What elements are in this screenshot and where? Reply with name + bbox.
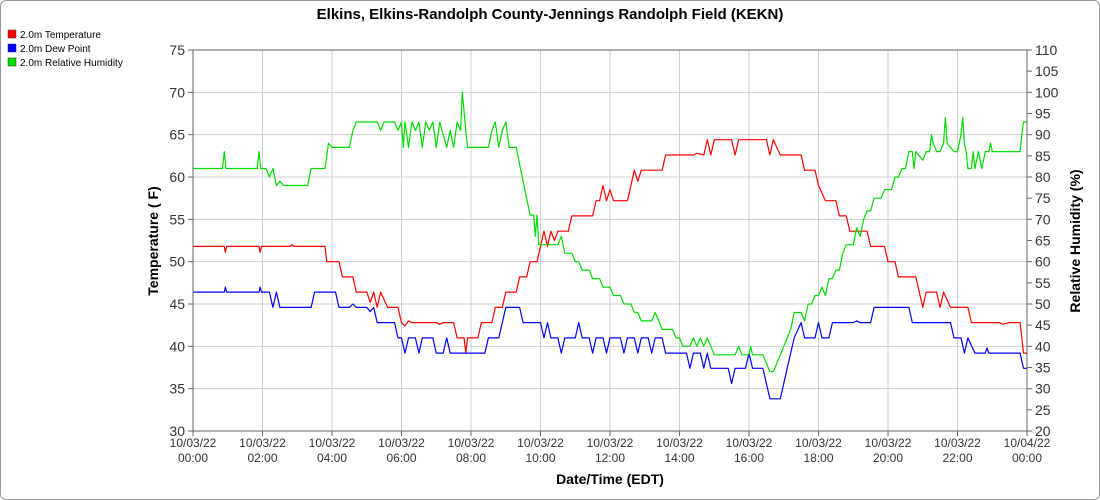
x-tick-date: 10/03/22: [656, 436, 703, 450]
series-line-2-0m-relative-humidity: [193, 91, 1027, 373]
x-tick-date: 10/03/22: [239, 436, 286, 450]
legend-swatch: [7, 43, 17, 53]
right-tick-label: 105: [1035, 63, 1059, 79]
left-tick-label: 40: [169, 338, 185, 354]
left-tick-label: 55: [169, 211, 185, 227]
left-tick-label: 30: [169, 423, 185, 439]
left-tick-label: 35: [169, 381, 185, 397]
left-y-axis-ticks: 30 35 40 45 50 55 60 65 70 75: [169, 42, 193, 439]
series-lines: [193, 91, 1027, 400]
x-tick-date: 10/03/22: [865, 436, 912, 450]
right-tick-label: 20: [1035, 423, 1051, 439]
x-tick-date: 10/03/22: [934, 436, 981, 450]
legend-label: 2.0m Relative Humidity: [20, 58, 123, 69]
right-tick-label: 45: [1035, 317, 1051, 333]
x-tick-date: 10/03/22: [378, 436, 425, 450]
y-axis-label: Temperature ( F): [145, 186, 161, 295]
right-tick-label: 65: [1035, 233, 1051, 249]
series-line-2-0m-dew-point: [193, 286, 1027, 400]
right-tick-label: 75: [1035, 190, 1051, 206]
left-tick-label: 45: [169, 296, 185, 312]
x-tick-date: 10/03/22: [517, 436, 564, 450]
legend: 2.0m Temperature 2.0m Dew Point 2.0m Relat…: [7, 29, 123, 69]
right-tick-label: 55: [1035, 275, 1051, 291]
left-tick-label: 65: [169, 127, 185, 143]
x-tick-time: 02:00: [247, 451, 277, 465]
x-tick-time: 14:00: [664, 451, 694, 465]
right-tick-label: 25: [1035, 402, 1051, 418]
right-tick-label: 85: [1035, 148, 1051, 164]
x-tick-time: 20:00: [873, 451, 903, 465]
left-tick-label: 50: [169, 254, 185, 270]
x-tick-time: 12:00: [595, 451, 625, 465]
right-tick-label: 90: [1035, 127, 1051, 143]
grid: [192, 49, 1028, 432]
legend-label: 2.0m Temperature: [20, 30, 101, 41]
x-tick-time: 22:00: [942, 451, 972, 465]
x-tick-date: 10/03/22: [587, 436, 634, 450]
x-tick-time: 10:00: [525, 451, 555, 465]
x-axis-label: Date/Time (EDT): [556, 471, 664, 487]
right-tick-label: 35: [1035, 360, 1051, 376]
x-tick-time: 06:00: [386, 451, 416, 465]
x-tick-date: 10/03/22: [448, 436, 495, 450]
right-tick-label: 30: [1035, 381, 1051, 397]
x-tick-date: 10/04/22: [1004, 436, 1051, 450]
right-tick-label: 100: [1035, 84, 1059, 100]
x-tick-time: 00:00: [1012, 451, 1042, 465]
right-y-axis-ticks: 20 25 30 35 40 45 50 55 60 65 70 75 80 85 90 95 100 105 11…: [1027, 42, 1059, 439]
legend-swatch: [7, 57, 17, 67]
right-tick-label: 70: [1035, 211, 1051, 227]
x-axis-ticks: 10/03/2200:0010/03/2202:0010/03/2204:001…: [170, 431, 1051, 465]
x-tick-date: 10/03/22: [726, 436, 773, 450]
right-tick-label: 60: [1035, 254, 1051, 270]
x-tick-time: 00:00: [178, 451, 208, 465]
x-tick-date: 10/03/22: [795, 436, 842, 450]
left-tick-label: 60: [169, 169, 185, 185]
right-tick-label: 80: [1035, 169, 1051, 185]
right-tick-label: 95: [1035, 106, 1051, 122]
y2-axis-label: Relative Humidity (%): [1067, 169, 1083, 312]
right-tick-label: 110: [1035, 42, 1058, 58]
right-tick-label: 50: [1035, 296, 1051, 312]
legend-label: 2.0m Dew Point: [20, 44, 91, 55]
left-tick-label: 75: [169, 42, 185, 58]
legend-swatch: [7, 29, 17, 39]
x-tick-time: 08:00: [456, 451, 486, 465]
x-tick-date: 10/03/22: [309, 436, 356, 450]
x-tick-time: 16:00: [734, 451, 764, 465]
series-line-2-0m-temperature: [193, 139, 1027, 354]
right-tick-label: 40: [1035, 338, 1051, 354]
x-tick-time: 18:00: [803, 451, 833, 465]
left-tick-label: 70: [169, 84, 185, 100]
x-tick-date: 10/03/22: [170, 436, 217, 450]
x-tick-time: 04:00: [317, 451, 347, 465]
chart-title: Elkins, Elkins-Randolph County-Jennings …: [317, 6, 784, 23]
